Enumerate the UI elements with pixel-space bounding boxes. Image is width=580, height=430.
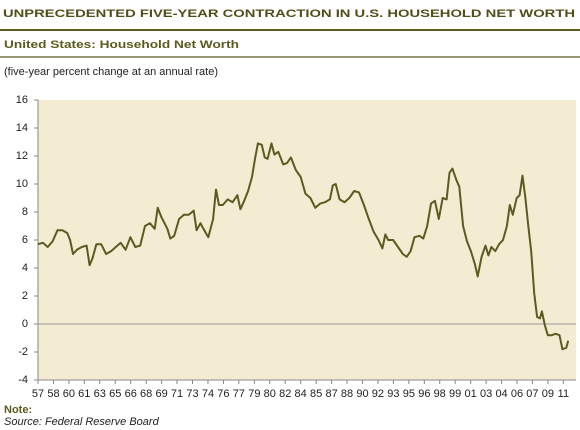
y-tick-label: 6 bbox=[22, 234, 28, 246]
y-tick-label: 0 bbox=[22, 318, 28, 330]
chart-subtitle: United States: Household Net Worth bbox=[4, 39, 239, 51]
x-tick-label: 11 bbox=[558, 388, 569, 400]
y-tick-label: 8 bbox=[22, 206, 28, 218]
x-tick-label: 77 bbox=[233, 388, 245, 400]
data-line bbox=[37, 142, 570, 351]
y-tick-label: 14 bbox=[16, 122, 28, 134]
x-tick-label: 80 bbox=[264, 388, 276, 400]
x-tick-label: 90 bbox=[356, 388, 368, 400]
x-tick-label: 68 bbox=[140, 388, 152, 400]
x-tick-label: 99 bbox=[449, 388, 461, 400]
x-tick-label: 63 bbox=[94, 388, 106, 400]
x-tick-label: 92 bbox=[372, 388, 384, 400]
x-tick-label: 93 bbox=[387, 388, 399, 400]
x-tick-label: 03 bbox=[480, 388, 492, 400]
x-tick-label: 79 bbox=[248, 388, 260, 400]
y-tick-label: 4 bbox=[22, 262, 28, 274]
y-tick-label: -2 bbox=[18, 346, 28, 358]
y-tick-label: 12 bbox=[16, 150, 28, 162]
x-tick-label: 84 bbox=[295, 388, 307, 400]
y-tick-label: 10 bbox=[16, 178, 28, 190]
chart-title: UNPRECEDENTED FIVE-YEAR CONTRACTION IN U… bbox=[3, 8, 575, 20]
source: Source: Federal Reserve Board bbox=[4, 416, 160, 428]
x-tick-label: 71 bbox=[171, 388, 183, 400]
y-tick-label: -4 bbox=[18, 374, 28, 386]
x-tick-label: 96 bbox=[418, 388, 430, 400]
x-tick-label: 65 bbox=[109, 388, 121, 400]
x-tick-label: 74 bbox=[202, 388, 214, 400]
x-tick-label: 82 bbox=[279, 388, 291, 400]
x-tick-label: 98 bbox=[434, 388, 446, 400]
x-tick-label: 66 bbox=[125, 388, 137, 400]
x-tick-label: 07 bbox=[526, 388, 538, 400]
x-tick-label: 95 bbox=[403, 388, 415, 400]
x-tick-label: 09 bbox=[542, 388, 554, 400]
x-tick-label: 57 bbox=[32, 388, 44, 400]
x-tick-label: 76 bbox=[217, 388, 229, 400]
x-tick-label: 87 bbox=[325, 388, 337, 400]
x-tick-label: 85 bbox=[310, 388, 322, 400]
x-tick-label: 06 bbox=[511, 388, 523, 400]
plot-area bbox=[38, 100, 576, 380]
x-tick-label: 88 bbox=[341, 388, 353, 400]
x-tick-label: 73 bbox=[186, 388, 198, 400]
x-tick-label: 69 bbox=[156, 388, 168, 400]
x-tick-label: 01 bbox=[465, 388, 477, 400]
x-tick-label: 04 bbox=[495, 388, 507, 400]
x-tick-label: 60 bbox=[63, 388, 75, 400]
note: Note: bbox=[4, 404, 32, 416]
y-tick-label: 2 bbox=[22, 290, 28, 302]
y-tick-label: 16 bbox=[16, 94, 28, 106]
x-tick-label: 61 bbox=[78, 388, 90, 400]
y-axis-label: (five-year percent change at an annual r… bbox=[4, 66, 218, 78]
x-tick-label: 58 bbox=[47, 388, 59, 400]
